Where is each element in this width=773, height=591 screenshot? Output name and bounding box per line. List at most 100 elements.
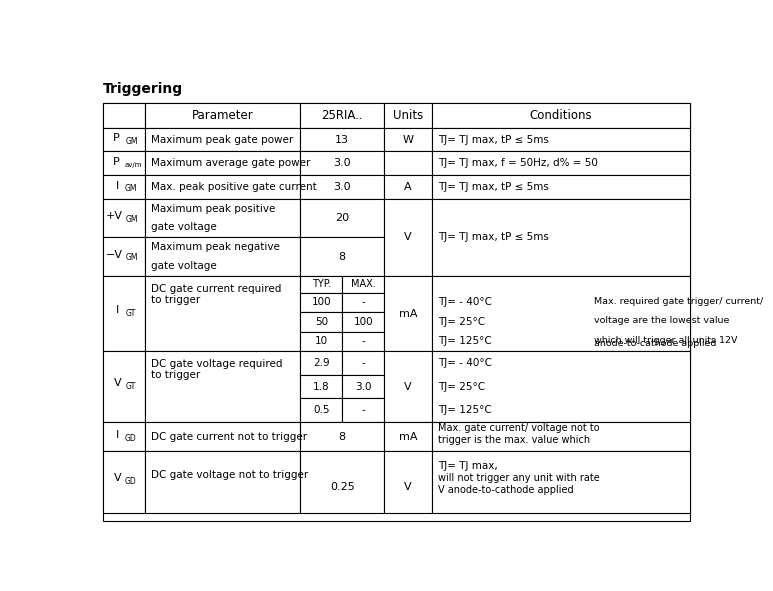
Bar — [432, 151, 690, 175]
Text: Conditions: Conditions — [530, 109, 592, 122]
Bar — [301, 293, 342, 312]
Text: TJ= TJ max, tP ≤ 5ms: TJ= TJ max, tP ≤ 5ms — [438, 232, 549, 242]
Bar — [384, 422, 432, 452]
Bar — [342, 332, 384, 351]
Text: which will trigger all units 12V: which will trigger all units 12V — [594, 336, 737, 345]
Bar — [145, 151, 301, 175]
Text: TJ= TJ max, tP ≤ 5ms: TJ= TJ max, tP ≤ 5ms — [438, 135, 549, 145]
Text: I: I — [116, 181, 119, 191]
Bar — [432, 175, 690, 199]
Text: DC gate current not to trigger: DC gate current not to trigger — [151, 431, 307, 441]
Text: DC gate voltage not to trigger: DC gate voltage not to trigger — [151, 470, 308, 480]
Bar — [301, 103, 384, 128]
Text: 3.0: 3.0 — [333, 158, 351, 168]
Bar — [103, 128, 145, 151]
Bar — [301, 175, 384, 199]
Bar — [301, 276, 342, 293]
Text: 100: 100 — [353, 317, 373, 327]
Bar — [103, 238, 145, 276]
Bar — [301, 238, 384, 276]
Text: gate voltage: gate voltage — [151, 222, 216, 232]
Text: V anode-to-cathode applied: V anode-to-cathode applied — [438, 485, 574, 495]
Bar — [145, 276, 301, 351]
Text: 100: 100 — [312, 297, 331, 307]
Bar — [103, 422, 145, 452]
Bar — [432, 422, 690, 452]
Bar — [384, 351, 432, 422]
Text: 8: 8 — [339, 252, 346, 262]
Text: +V: +V — [105, 211, 122, 221]
Bar — [145, 103, 301, 128]
Bar — [103, 175, 145, 199]
Text: Triggering: Triggering — [103, 82, 182, 96]
Text: GM: GM — [124, 184, 137, 193]
Bar — [103, 351, 145, 422]
Text: GD: GD — [125, 434, 137, 443]
Bar — [432, 128, 690, 151]
Text: TJ= 25°C: TJ= 25°C — [438, 382, 485, 391]
Text: Max. peak positive gate current: Max. peak positive gate current — [151, 182, 316, 192]
Text: I: I — [116, 430, 119, 440]
Text: to trigger: to trigger — [151, 370, 199, 380]
Text: GT: GT — [126, 309, 136, 318]
Text: 0.25: 0.25 — [330, 482, 355, 492]
Text: -: - — [361, 405, 365, 415]
Bar — [432, 276, 690, 351]
Text: -: - — [361, 336, 365, 346]
Text: 25RIA..: 25RIA.. — [322, 109, 363, 122]
Text: Maximum average gate power: Maximum average gate power — [151, 158, 310, 168]
Text: av/m: av/m — [124, 162, 142, 168]
Text: TJ= 125°C: TJ= 125°C — [438, 336, 492, 346]
Text: 50: 50 — [315, 317, 328, 327]
Bar — [342, 312, 384, 332]
Text: I: I — [116, 305, 119, 315]
Bar — [301, 422, 384, 452]
Text: A: A — [404, 182, 412, 192]
Text: DC gate current required: DC gate current required — [151, 284, 281, 294]
Text: GM: GM — [126, 137, 138, 146]
Bar — [384, 103, 432, 128]
Text: -: - — [361, 358, 365, 368]
Bar — [384, 151, 432, 175]
Bar — [301, 199, 384, 238]
Text: Max. gate current/ voltage not to: Max. gate current/ voltage not to — [438, 423, 600, 433]
Bar — [145, 351, 301, 422]
Bar — [432, 199, 690, 276]
Text: 3.0: 3.0 — [355, 382, 372, 391]
Text: DC gate voltage required: DC gate voltage required — [151, 359, 282, 369]
Text: V: V — [404, 482, 412, 492]
Text: V: V — [114, 378, 121, 388]
Text: 0.5: 0.5 — [313, 405, 329, 415]
Text: 2.9: 2.9 — [313, 358, 329, 368]
Bar — [384, 128, 432, 151]
Bar — [145, 175, 301, 199]
Bar — [384, 276, 432, 351]
Text: Maximum peak negative: Maximum peak negative — [151, 242, 279, 252]
Text: gate voltage: gate voltage — [151, 261, 216, 271]
Bar — [103, 151, 145, 175]
Bar — [145, 452, 301, 513]
Bar — [301, 351, 342, 375]
Bar — [342, 276, 384, 293]
Text: 3.0: 3.0 — [333, 182, 351, 192]
Text: anode-to-cathode applied: anode-to-cathode applied — [594, 339, 717, 348]
Bar — [342, 351, 384, 375]
Text: GM: GM — [126, 253, 138, 262]
Bar — [432, 103, 690, 128]
Bar — [342, 293, 384, 312]
Text: TJ= 25°C: TJ= 25°C — [438, 317, 485, 327]
Text: V: V — [404, 382, 412, 391]
Bar — [145, 128, 301, 151]
Bar — [301, 332, 342, 351]
Bar — [103, 276, 145, 351]
Text: MAX.: MAX. — [351, 280, 376, 290]
Text: TJ= TJ max, tP ≤ 5ms: TJ= TJ max, tP ≤ 5ms — [438, 182, 549, 192]
Text: 10: 10 — [315, 336, 328, 346]
Text: Parameter: Parameter — [192, 109, 254, 122]
Text: GD: GD — [125, 477, 137, 486]
Text: V: V — [114, 473, 121, 483]
Text: -: - — [361, 297, 365, 307]
Text: W: W — [403, 135, 414, 145]
Bar — [432, 351, 690, 422]
Text: to trigger: to trigger — [151, 295, 199, 305]
